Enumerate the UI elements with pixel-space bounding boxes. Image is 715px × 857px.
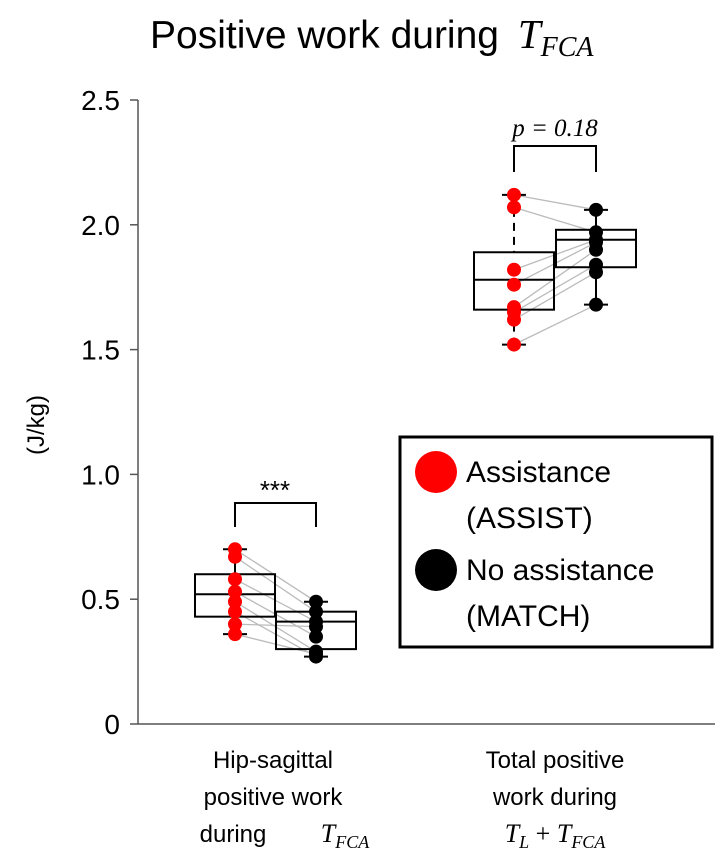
significance-label: p = 0.18 — [510, 115, 598, 142]
assist-data-point — [507, 338, 521, 352]
match-data-point — [589, 243, 603, 257]
y-tick-label: 2.5 — [81, 85, 120, 116]
legend: Assistance (ASSIST) No assistance (MATCH) — [400, 437, 712, 647]
legend-label: (ASSIST) — [466, 502, 593, 535]
assist-data-point — [507, 313, 521, 327]
x-group-label-line: Total positive — [486, 747, 625, 774]
y-tick-label: 1.5 — [81, 335, 120, 366]
assist-data-point — [228, 572, 242, 586]
y-tick-label: 0 — [104, 709, 120, 740]
y-tick-label: 2.0 — [81, 210, 120, 241]
match-data-point — [589, 265, 603, 279]
chart-title: Positive work during TFCA — [150, 11, 594, 63]
assist-data-point — [228, 605, 242, 619]
x-group-label-line: Hip-sagittal — [213, 747, 333, 774]
pair-line — [514, 195, 596, 210]
assist-data-point — [507, 278, 521, 292]
legend-label: (MATCH) — [466, 600, 590, 633]
assist-data-point — [507, 188, 521, 202]
x-axis-labels: Hip-sagittal positive work during TFCA Total… — [200, 747, 625, 852]
x-group-label-line: work during — [492, 784, 617, 811]
legend-marker — [415, 451, 457, 493]
match-data-point — [589, 298, 603, 312]
match-data-point — [309, 620, 323, 634]
assist-data-point — [228, 627, 242, 641]
significance-bracket — [514, 146, 596, 172]
assist-data-point — [507, 200, 521, 214]
y-tick-label: 0.5 — [81, 584, 120, 615]
match-data-point — [309, 647, 323, 661]
y-tick-label: 1.0 — [81, 459, 120, 490]
x-group-label-line: positive work — [204, 784, 344, 811]
y-axis-label: (J/kg) — [23, 395, 50, 455]
legend-label: Assistance — [466, 456, 611, 489]
significance-label: *** — [260, 475, 290, 505]
assist-data-point — [228, 550, 242, 564]
x-group-label-math: TL + TFCA — [505, 819, 607, 852]
legend-marker — [415, 549, 457, 591]
pair-line — [514, 207, 596, 232]
legend-label: No assistance — [466, 554, 654, 587]
significance-bracket — [235, 503, 316, 527]
match-data-point — [589, 203, 603, 217]
x-group-label-math: TFCA — [321, 819, 370, 852]
x-group-label-line: during — [200, 821, 267, 848]
assist-data-point — [507, 263, 521, 277]
